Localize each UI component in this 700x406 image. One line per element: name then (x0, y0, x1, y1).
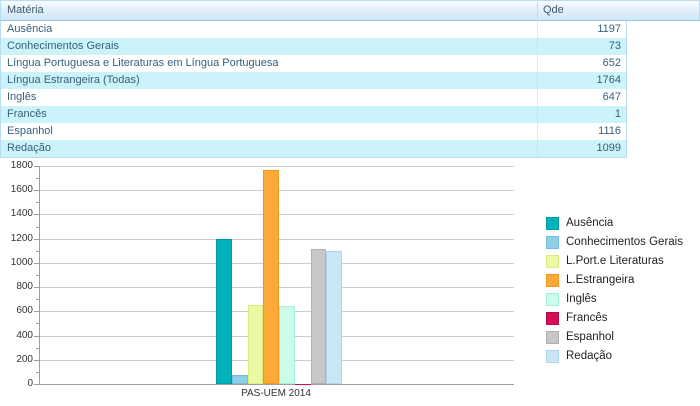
table-row[interactable]: Língua Portuguesa e Literaturas em Língu… (1, 55, 626, 72)
bar-reda-o (326, 250, 342, 384)
y-axis-tick-label: 0 (27, 378, 33, 389)
legend-item: Francês (546, 309, 683, 328)
qde-cell: 1197 (537, 21, 625, 38)
bar-l-estrangeira (263, 170, 279, 384)
qde-cell: 652 (537, 55, 625, 72)
y-axis-tick-label: 600 (16, 305, 33, 317)
qde-cell: 1099 (537, 140, 625, 157)
bar-espanhol (310, 248, 327, 384)
legend-label: Inglês (566, 293, 597, 305)
table-header: Matéria Qde (0, 0, 700, 21)
column-separator (537, 2, 538, 18)
y-axis-minor-tick (36, 250, 39, 252)
legend-swatch (546, 312, 559, 325)
materia-cell: Ausência (7, 23, 53, 35)
legend-item: L.Port.e Literaturas (546, 252, 683, 271)
legend-swatch (546, 331, 559, 344)
materia-cell: Francês (7, 108, 47, 120)
y-axis-major-tick (34, 214, 39, 216)
table-row[interactable]: Ausência 1197 (1, 21, 626, 38)
y-axis-minor-tick (36, 299, 39, 301)
y-axis-major-tick (34, 190, 39, 192)
y-axis-major-tick (34, 262, 39, 264)
column-header-materia[interactable]: Matéria (7, 4, 44, 16)
column-header-qde[interactable]: Qde (543, 4, 564, 16)
legend-label: L.Estrangeira (566, 274, 635, 286)
legend-label: Espanhol (566, 331, 614, 343)
table-row[interactable]: Conhecimentos Gerais 73 (1, 38, 626, 55)
legend-swatch (546, 293, 559, 306)
y-axis-tick-label: 400 (16, 329, 33, 341)
materia-cell: Inglês (7, 91, 37, 103)
materia-cell: Conhecimentos Gerais (7, 40, 119, 52)
y-axis-tick-label: 1200 (10, 232, 33, 244)
table-row[interactable]: Francês 1 (1, 106, 626, 123)
y-axis-minor-tick (36, 323, 39, 325)
table-row[interactable]: Redação 1099 (1, 140, 626, 157)
materia-cell: Redação (7, 142, 52, 154)
legend-item: Redação (546, 347, 683, 366)
qde-cell: 1 (537, 106, 625, 123)
y-axis-minor-tick (36, 226, 39, 228)
legend-swatch (546, 274, 559, 287)
y-axis-tick-label: 800 (16, 281, 33, 293)
gridline (40, 166, 514, 167)
qde-cell: 1764 (537, 72, 625, 89)
bar-conhecimentos-gerais (231, 375, 248, 384)
y-axis-major-tick (34, 335, 39, 337)
y-axis-major-tick (34, 311, 39, 313)
legend-swatch (546, 236, 559, 249)
y-axis-tick-label: 1600 (10, 184, 33, 196)
y-axis-tick-label: 200 (16, 353, 33, 365)
bar-aus-ncia (216, 239, 232, 384)
legend-label: Redação (566, 350, 613, 362)
legend-label: Francês (566, 312, 608, 324)
qde-cell: 647 (537, 89, 625, 106)
table-row[interactable]: Espanhol 1116 (1, 123, 626, 140)
y-axis-minor-tick (36, 347, 39, 349)
bar-ingl-s (279, 305, 295, 384)
y-axis-tick-label: 1000 (10, 256, 33, 268)
table-row[interactable]: Língua Estrangeira (Todas) 1764 (1, 72, 626, 89)
legend-swatch (546, 217, 559, 230)
materia-cell: Língua Estrangeira (Todas) (7, 74, 140, 86)
table-row[interactable]: Inglês 647 (1, 89, 626, 106)
x-axis-category-label: PAS-UEM 2014 (241, 388, 311, 399)
chart-legend: Ausência Conhecimentos Gerais L.Port.e Lit… (546, 214, 683, 366)
qde-cell: 1116 (537, 123, 625, 140)
legend-item: Inglês (546, 290, 683, 309)
materia-cell: Espanhol (7, 125, 53, 137)
y-axis-major-tick (34, 238, 39, 240)
y-axis-minor-tick (36, 202, 39, 204)
y-axis-minor-tick (36, 178, 39, 180)
table-body: Ausência 1197 Conhecimentos Gerais 73 Língua… (0, 21, 627, 158)
y-axis-tick-label: 1400 (10, 208, 33, 220)
y-axis-major-tick (34, 287, 39, 289)
y-axis-tick-label: 1800 (10, 160, 33, 171)
legend-item: Espanhol (546, 328, 683, 347)
materia-cell: Língua Portuguesa e Literaturas em Língu… (7, 57, 279, 69)
y-axis-major-tick (34, 166, 39, 167)
y-axis-minor-tick (36, 371, 39, 373)
qde-cell: 73 (537, 38, 625, 55)
y-axis-major-tick (34, 384, 39, 385)
legend-swatch (546, 255, 559, 268)
bar-l-port-e-literaturas (247, 305, 264, 384)
y-axis-major-tick (34, 359, 39, 361)
y-axis-minor-tick (36, 275, 39, 276)
legend-swatch (546, 350, 559, 363)
plot-area (39, 166, 514, 385)
legend-label: L.Port.e Literaturas (566, 255, 664, 267)
legend-item: L.Estrangeira (546, 271, 683, 290)
legend-item: Conhecimentos Gerais (546, 233, 683, 252)
legend-label: Ausência (566, 217, 614, 229)
legend-item: Ausência (546, 214, 683, 233)
legend-label: Conhecimentos Gerais (566, 236, 683, 248)
